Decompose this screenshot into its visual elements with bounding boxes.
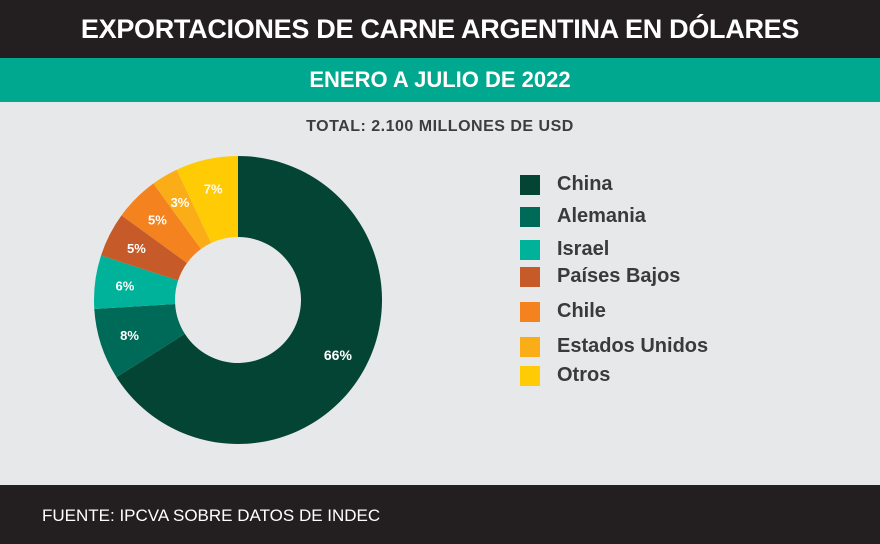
data-label-china: 66% [324, 347, 353, 363]
data-label-chile: 5% [148, 212, 167, 227]
legend-item-chile: Chile [520, 300, 606, 323]
donut-slice-chile [121, 183, 201, 263]
legend-swatch [520, 174, 540, 195]
legend-item-estados-unidos: Estados Unidos [520, 335, 708, 358]
legend-swatch [520, 365, 540, 386]
legend-swatch [520, 266, 540, 287]
data-label-alemania: 8% [120, 328, 139, 343]
chart-title: TOTAL: 2.100 MILLONES DE USD [306, 118, 574, 135]
legend-item-otros: Otros [520, 364, 610, 387]
donut-slice-otros [176, 156, 238, 243]
page-title: EXPORTACIONES DE CARNE ARGENTINA EN DÓLA… [80, 13, 800, 44]
legend-label: Países Bajos [557, 265, 681, 287]
legend-label: Israel [557, 238, 610, 260]
legend-swatch [520, 206, 540, 227]
donut-slice-estados-unidos [153, 169, 212, 250]
header-subtitle-bar: ENERO A JULIO DE 2022 [0, 58, 880, 102]
legend-label: Alemania [557, 205, 646, 227]
page-subtitle: ENERO A JULIO DE 2022 [309, 67, 571, 92]
legend-item-israel: Israel [520, 238, 609, 261]
legend-swatch [520, 336, 540, 357]
legend-item-alemania: Alemania [520, 205, 646, 228]
data-label-otros: 7% [204, 182, 223, 197]
header-title-bar: EXPORTACIONES DE CARNE ARGENTINA EN DÓLA… [0, 0, 880, 58]
donut-slice-israel [94, 255, 179, 310]
donut-slice-alemania [94, 303, 185, 378]
legend-label: Estados Unidos [557, 335, 709, 357]
data-label-estados-unidos: 3% [171, 195, 190, 210]
legend-swatch [520, 239, 540, 260]
donut-chart: 66% 8% 6% 5%5% 3% 7% [94, 156, 382, 444]
legend-label: Chile [557, 300, 606, 322]
legend-item-paises-bajos: Países Bajos [520, 265, 680, 288]
data-label-israel: 6% [116, 279, 135, 294]
legend-label: Otros [557, 364, 611, 386]
donut-slice-paises-bajos [101, 215, 188, 281]
footer-bar: FUENTE: IPCVA SOBRE DATOS DE INDEC [0, 485, 880, 544]
legend-item-china: China [520, 173, 613, 196]
legend-label: China [557, 173, 613, 195]
donut-slice-china [116, 156, 382, 444]
legend-swatch [520, 301, 540, 322]
data-label-paises-bajos: 5% [127, 241, 146, 256]
footer-source: FUENTE: IPCVA SOBRE DATOS DE INDEC [42, 506, 381, 525]
